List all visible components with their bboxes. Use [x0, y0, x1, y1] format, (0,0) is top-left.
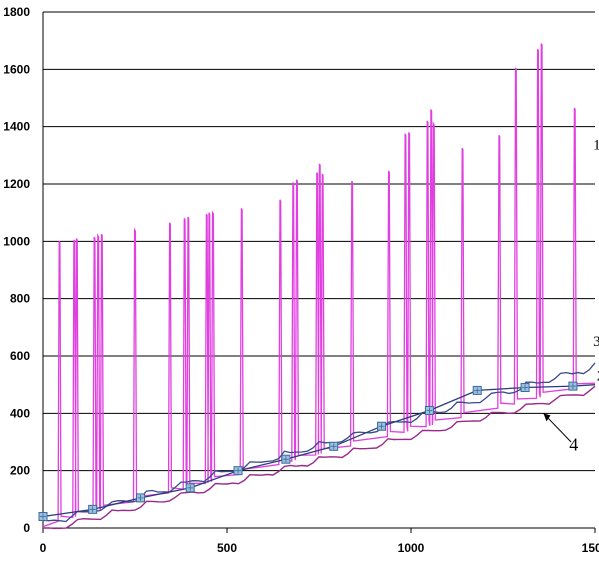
y-tick-label: 1400 [3, 120, 30, 134]
series-4-line [42, 385, 596, 530]
y-tick-label: 1200 [3, 177, 30, 191]
series-1-line [42, 43, 596, 528]
annotation-3: 3 [593, 334, 599, 350]
y-tick-label: 0 [23, 521, 30, 535]
x-tick-label: 0 [40, 541, 47, 555]
y-tick-label: 1800 [3, 5, 30, 19]
annotations: 1 3 2 4 [543, 138, 599, 455]
x-axis-ticks: 0 500 1000 1500 [40, 528, 599, 555]
x-tick-label: 500 [217, 541, 237, 555]
annotation-2: 2 [597, 368, 599, 384]
x-tick-label: 1000 [398, 541, 425, 555]
y-tick-label: 200 [10, 464, 30, 478]
annotation-4: 4 [569, 435, 578, 455]
y-tick-label: 400 [10, 406, 30, 420]
annotation-1: 1 [593, 138, 599, 154]
series-3-line [42, 362, 596, 523]
y-tick-label: 800 [10, 292, 30, 306]
x-tick-label: 1500 [582, 541, 599, 555]
series-markers [38, 381, 578, 522]
y-tick-label: 600 [10, 349, 30, 363]
y-tick-label: 1600 [3, 62, 30, 76]
y-axis-ticks: 0 200 400 600 800 1000 1200 1400 1600 1800 [3, 5, 30, 535]
y-tick-label: 1000 [3, 234, 30, 248]
annotation-4-arrowhead [543, 413, 551, 422]
series-lines [42, 43, 596, 530]
